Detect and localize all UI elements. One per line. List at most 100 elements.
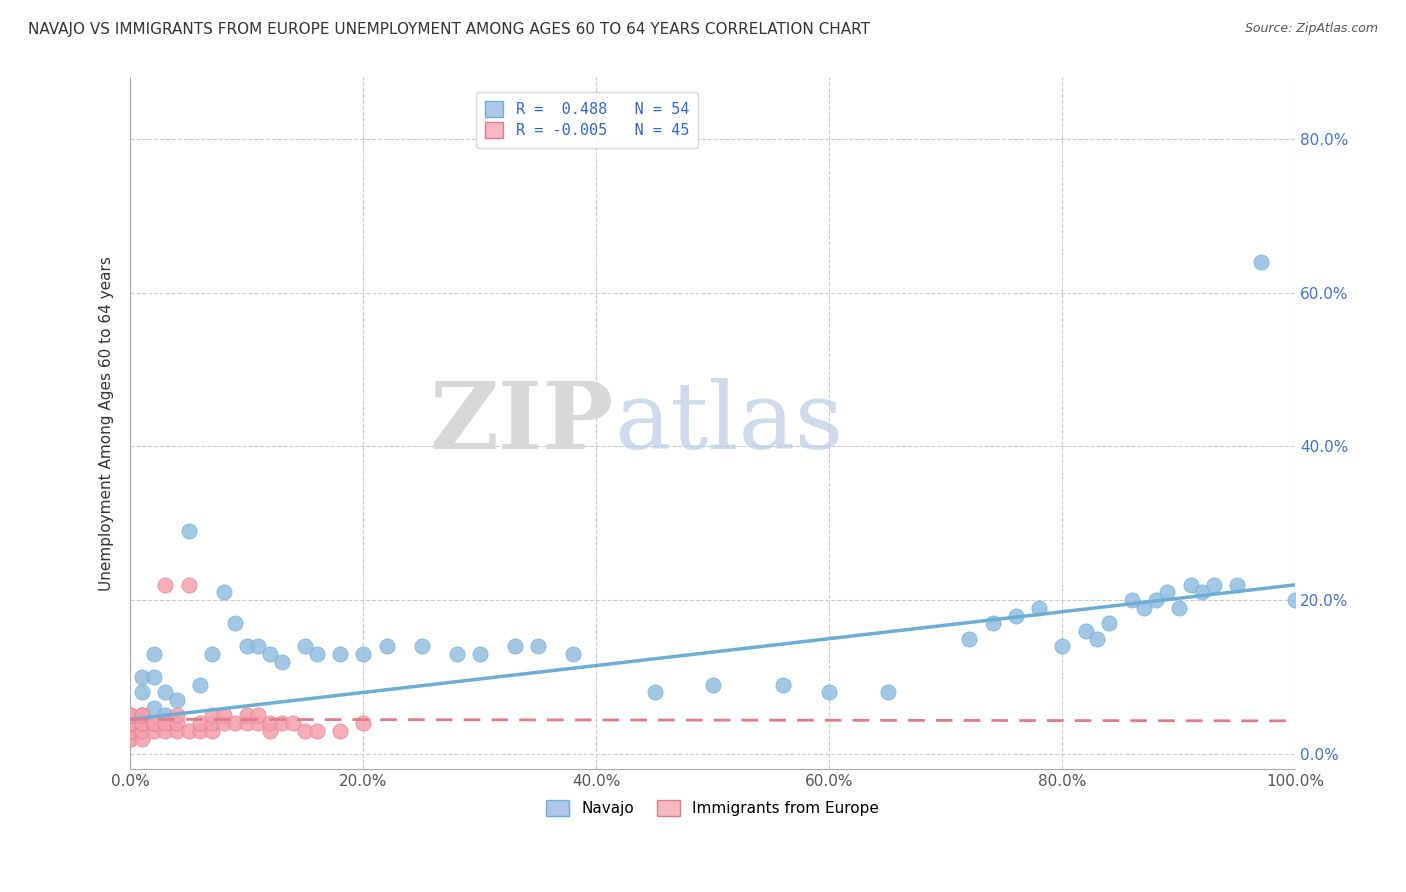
Point <box>957 632 980 646</box>
Point <box>155 578 177 592</box>
Point <box>1191 585 1213 599</box>
Point <box>212 708 235 723</box>
Point <box>375 640 398 654</box>
Point <box>177 723 200 738</box>
Legend: Navajo, Immigrants from Europe: Navajo, Immigrants from Europe <box>538 793 887 824</box>
Point <box>131 708 153 723</box>
Point <box>131 708 153 723</box>
Point <box>188 678 211 692</box>
Point <box>1004 608 1026 623</box>
Point <box>120 723 142 738</box>
Point <box>212 585 235 599</box>
Point <box>166 723 188 738</box>
Point <box>120 731 142 746</box>
Point <box>120 716 142 731</box>
Point <box>1226 578 1249 592</box>
Point <box>201 723 224 738</box>
Y-axis label: Unemployment Among Ages 60 to 64 years: Unemployment Among Ages 60 to 64 years <box>100 256 114 591</box>
Point <box>131 708 153 723</box>
Point <box>155 723 177 738</box>
Point <box>188 716 211 731</box>
Point <box>201 708 224 723</box>
Point <box>142 723 165 738</box>
Point <box>352 647 374 661</box>
Point <box>120 708 142 723</box>
Point <box>142 716 165 731</box>
Point <box>772 678 794 692</box>
Point <box>1180 578 1202 592</box>
Point <box>527 640 550 654</box>
Point <box>120 708 142 723</box>
Point <box>188 723 211 738</box>
Point <box>1133 600 1156 615</box>
Point <box>155 685 177 699</box>
Text: atlas: atlas <box>614 378 844 468</box>
Point <box>329 723 352 738</box>
Point <box>131 731 153 746</box>
Point <box>212 716 235 731</box>
Text: ZIP: ZIP <box>430 378 614 468</box>
Point <box>177 524 200 538</box>
Point <box>201 716 224 731</box>
Point <box>329 647 352 661</box>
Point <box>131 685 153 699</box>
Point <box>294 640 316 654</box>
Point <box>224 616 246 631</box>
Point <box>155 716 177 731</box>
Point <box>166 708 188 723</box>
Point <box>1028 600 1050 615</box>
Point <box>236 716 259 731</box>
Point <box>131 716 153 731</box>
Point <box>1144 593 1167 607</box>
Point <box>1156 585 1178 599</box>
Point <box>142 716 165 731</box>
Point <box>305 647 328 661</box>
Point <box>120 723 142 738</box>
Point <box>411 640 433 654</box>
Point <box>142 701 165 715</box>
Point <box>503 640 526 654</box>
Point <box>644 685 666 699</box>
Point <box>259 716 281 731</box>
Point <box>1121 593 1143 607</box>
Text: Source: ZipAtlas.com: Source: ZipAtlas.com <box>1244 22 1378 36</box>
Point <box>166 693 188 707</box>
Point <box>201 647 224 661</box>
Point <box>1284 593 1306 607</box>
Point <box>876 685 898 699</box>
Point <box>270 655 292 669</box>
Point <box>1087 632 1109 646</box>
Point <box>177 578 200 592</box>
Point <box>131 716 153 731</box>
Point <box>142 647 165 661</box>
Point <box>270 716 292 731</box>
Point <box>1074 624 1097 638</box>
Point <box>294 723 316 738</box>
Point <box>1168 600 1191 615</box>
Point <box>562 647 585 661</box>
Point <box>120 723 142 738</box>
Point <box>131 670 153 684</box>
Point <box>247 708 270 723</box>
Point <box>259 647 281 661</box>
Text: NAVAJO VS IMMIGRANTS FROM EUROPE UNEMPLOYMENT AMONG AGES 60 TO 64 YEARS CORRELAT: NAVAJO VS IMMIGRANTS FROM EUROPE UNEMPLO… <box>28 22 870 37</box>
Point <box>283 716 305 731</box>
Point <box>1098 616 1121 631</box>
Point <box>1052 640 1074 654</box>
Point <box>1250 255 1272 269</box>
Point <box>1202 578 1225 592</box>
Point <box>236 640 259 654</box>
Point <box>224 716 246 731</box>
Point <box>236 708 259 723</box>
Point <box>120 731 142 746</box>
Point <box>259 723 281 738</box>
Point <box>142 670 165 684</box>
Point <box>247 716 270 731</box>
Point <box>247 640 270 654</box>
Point <box>305 723 328 738</box>
Point <box>468 647 491 661</box>
Point <box>166 716 188 731</box>
Point <box>981 616 1004 631</box>
Point <box>155 708 177 723</box>
Point <box>120 716 142 731</box>
